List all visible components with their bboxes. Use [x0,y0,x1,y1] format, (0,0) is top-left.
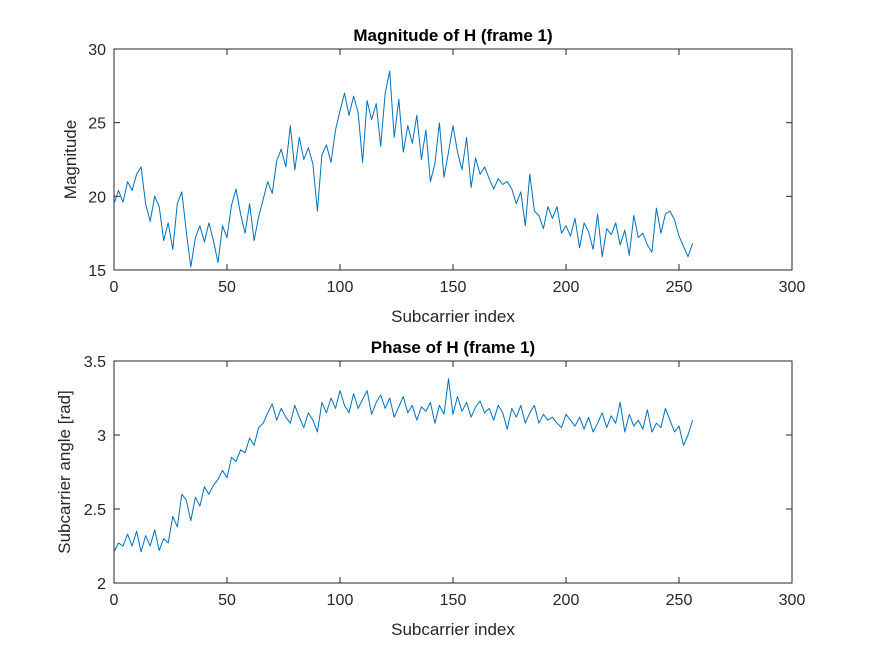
magnitude-x-tick-label: 0 [110,279,119,296]
magnitude-y-tick-label: 25 [88,116,106,133]
phase-x-tick-label: 50 [218,592,236,609]
phase-x-tick-label: 300 [779,592,806,609]
phase-x-tick-label: 200 [553,592,580,609]
phase-axes: 0 50 100 150 200 250 300 2 2.5 3 3.5 Phase of H (f… [55,338,805,639]
phase-x-tick-label: 100 [327,592,354,609]
phase-x-tick-label: 0 [110,592,119,609]
magnitude-chart-title: Magnitude of H (frame 1) [353,26,552,45]
magnitude-y-tick-label: 30 [88,42,106,59]
phase-series-line [113,378,694,553]
phase-y-tick-label: 3 [97,428,106,445]
magnitude-y-tick-label: 20 [88,189,106,206]
phase-y-tick-label: 2 [97,576,106,593]
magnitude-x-tick-label: 300 [779,279,806,296]
magnitude-ticks: 0 50 100 150 200 250 300 15 20 25 30 [88,42,805,296]
magnitude-x-tick-label: 100 [327,279,354,296]
magnitude-x-tick-label: 150 [440,279,467,296]
magnitude-y-tick-label: 15 [88,263,106,280]
phase-chart-title: Phase of H (frame 1) [371,338,535,357]
magnitude-x-tick-label: 200 [553,279,580,296]
magnitude-x-axis-label: Subcarrier index [391,307,515,326]
magnitude-y-axis-label: Magnitude [61,120,80,199]
phase-y-tick-label: 2.5 [84,502,106,519]
phase-x-tick-label: 250 [666,592,693,609]
magnitude-x-tick-label: 50 [218,279,236,296]
magnitude-plot-area [113,48,793,271]
magnitude-series-line [113,70,694,268]
phase-x-tick-label: 150 [440,592,467,609]
phase-y-axis-label: Subcarrier angle [rad] [55,390,74,553]
phase-ticks: 0 50 100 150 200 250 300 2 2.5 3 3.5 [84,354,806,609]
phase-y-tick-label: 3.5 [84,354,106,371]
phase-x-axis-label: Subcarrier index [391,620,515,639]
magnitude-axes: 0 50 100 150 200 250 300 15 20 25 30 Magnitude of … [61,26,805,326]
magnitude-x-tick-label: 250 [666,279,693,296]
phase-plot-area [113,360,793,584]
